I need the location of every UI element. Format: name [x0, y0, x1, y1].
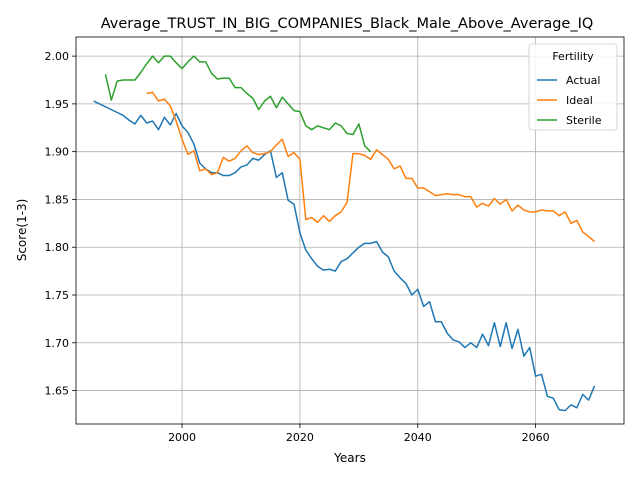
y-tick-label: 2.00 — [45, 50, 70, 63]
x-tick-label: 2000 — [168, 431, 196, 444]
y-tick-label: 1.80 — [45, 241, 70, 254]
y-tick-label: 1.85 — [45, 193, 70, 206]
x-tick-label: 2020 — [286, 431, 314, 444]
y-tick-label: 1.75 — [45, 289, 70, 302]
x-axis-label: Years — [333, 451, 366, 465]
legend-label-actual: Actual — [566, 74, 600, 87]
y-tick-label: 1.65 — [45, 385, 70, 398]
legend-title: Fertility — [552, 50, 594, 63]
x-axis: 2000 2020 2040 2060 — [168, 424, 550, 444]
x-tick-label: 2040 — [404, 431, 432, 444]
legend-label-sterile: Sterile — [566, 114, 602, 127]
legend-label-ideal: Ideal — [566, 94, 593, 107]
chart-title: Average_TRUST_IN_BIG_COMPANIES_Black_Mal… — [101, 16, 594, 32]
series-lines — [94, 56, 595, 411]
y-axis: 1.65 1.70 1.75 1.80 1.85 1.90 1.95 2.00 — [45, 50, 77, 397]
y-tick-label: 1.70 — [45, 337, 70, 350]
y-axis-label: Score(1-3) — [15, 199, 29, 262]
y-tick-label: 1.90 — [45, 146, 70, 159]
series-line-actual — [94, 101, 595, 411]
series-line-ideal — [147, 92, 595, 241]
x-tick-label: 2060 — [522, 431, 550, 444]
y-tick-label: 1.95 — [45, 98, 70, 111]
legend: Fertility Actual Ideal Sterile — [529, 44, 617, 130]
